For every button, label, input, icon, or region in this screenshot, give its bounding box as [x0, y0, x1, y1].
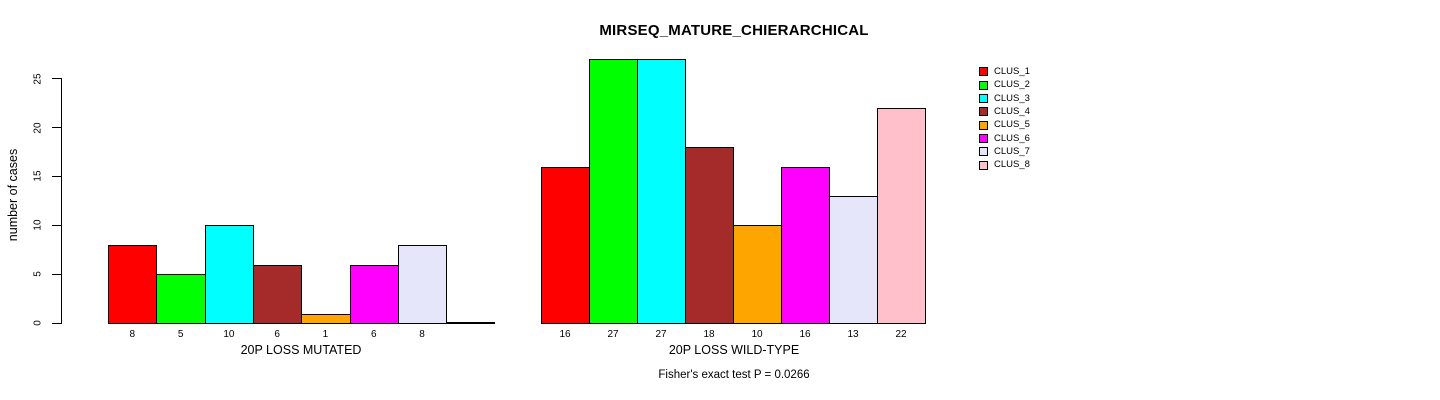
- y-tick: [52, 273, 61, 276]
- y-tick-label: 0: [32, 320, 44, 327]
- bar-clus-6: [349, 264, 399, 324]
- legend-swatch: [979, 80, 988, 90]
- legend-label: CLUS_6: [994, 132, 1030, 144]
- bar-clus-7: [397, 244, 448, 324]
- bar-value-label: 6: [370, 328, 377, 340]
- y-tick: [52, 126, 61, 129]
- bar-value-label: 5: [177, 328, 184, 340]
- bar-clus-5: [733, 225, 782, 324]
- legend-row: CLUS_4: [979, 105, 1030, 118]
- bar-value-label: 1: [322, 328, 329, 340]
- legend-swatch: [979, 120, 988, 130]
- bar-value-label: 16: [559, 328, 571, 340]
- bar-clus-8: [877, 107, 926, 324]
- bar-clus-4: [685, 147, 734, 324]
- y-tick-label: 15: [32, 170, 44, 182]
- legend-swatch: [979, 107, 988, 117]
- bar-clus-3: [204, 225, 255, 324]
- bar-clus-3: [637, 58, 686, 324]
- legend-row: CLUS_8: [979, 158, 1030, 171]
- bar-value-label: 10: [223, 328, 235, 340]
- legend-label: CLUS_8: [994, 159, 1030, 171]
- legend-label: CLUS_1: [994, 65, 1030, 77]
- y-tick-label: 25: [32, 72, 44, 85]
- y-tick: [52, 322, 61, 324]
- y-tick-label: 5: [32, 271, 44, 278]
- legend: CLUS_1 CLUS_2 CLUS_3 CLUS_4 CLUS_5 CLUS_6 CLUS…: [979, 65, 1030, 172]
- legend-swatch: [979, 160, 988, 170]
- legend-swatch: [979, 93, 988, 103]
- y-tick-label: 20: [32, 121, 44, 134]
- bar-value-label: 13: [847, 328, 859, 340]
- legend-label: CLUS_3: [994, 92, 1030, 104]
- legend-label: CLUS_2: [994, 79, 1030, 91]
- y-tick-label: 10: [32, 219, 44, 231]
- bar-clus-2: [156, 274, 206, 324]
- bar-clus-1: [541, 166, 590, 324]
- bar-clus-4: [253, 264, 303, 324]
- bar-clus-1: [108, 244, 158, 324]
- bar-value-label: 27: [607, 328, 619, 340]
- chart-title: MIRSEQ_MATURE_CHIERARCHICAL: [599, 22, 869, 39]
- bar-clus-6: [781, 166, 830, 324]
- legend-swatch: [979, 147, 988, 157]
- legend-label: CLUS_4: [994, 105, 1030, 117]
- legend-swatch: [979, 67, 988, 77]
- bar-clus-5: [301, 313, 351, 324]
- bar-value-label: 18: [703, 328, 715, 340]
- bar-value-label: 8: [419, 328, 425, 340]
- legend-row: CLUS_1: [979, 65, 1030, 78]
- legend-row: CLUS_6: [979, 132, 1030, 145]
- y-axis-line: [60, 77, 62, 324]
- x-axis-title-mutated: 20P LOSS MUTATED: [240, 343, 362, 357]
- legend-swatch: [979, 133, 988, 143]
- legend-label: CLUS_7: [994, 145, 1030, 157]
- y-tick: [52, 175, 61, 178]
- y-axis-title: number of cases: [6, 148, 20, 242]
- y-tick: [52, 77, 61, 80]
- bar-value-label: 16: [799, 328, 811, 340]
- x-axis-title-wild-type: 20P LOSS WILD-TYPE: [668, 343, 800, 357]
- bar-clus-2: [589, 58, 638, 324]
- bar-value-label: 10: [751, 328, 763, 340]
- legend-label: CLUS_5: [994, 119, 1030, 131]
- legend-row: CLUS_2: [979, 78, 1030, 91]
- legend-row: CLUS_7: [979, 145, 1030, 158]
- bar-value-label: 8: [129, 328, 136, 340]
- y-tick: [52, 224, 61, 227]
- legend-row: CLUS_3: [979, 92, 1030, 105]
- bar-value-label: 22: [895, 328, 907, 340]
- bar-value-label: 27: [655, 328, 667, 340]
- fisher-test-note: Fisher's exact test P = 0.0266: [658, 369, 810, 381]
- legend-row: CLUS_5: [979, 118, 1030, 131]
- bar-value-label: 6: [274, 328, 280, 340]
- bar-clus-7: [829, 196, 878, 324]
